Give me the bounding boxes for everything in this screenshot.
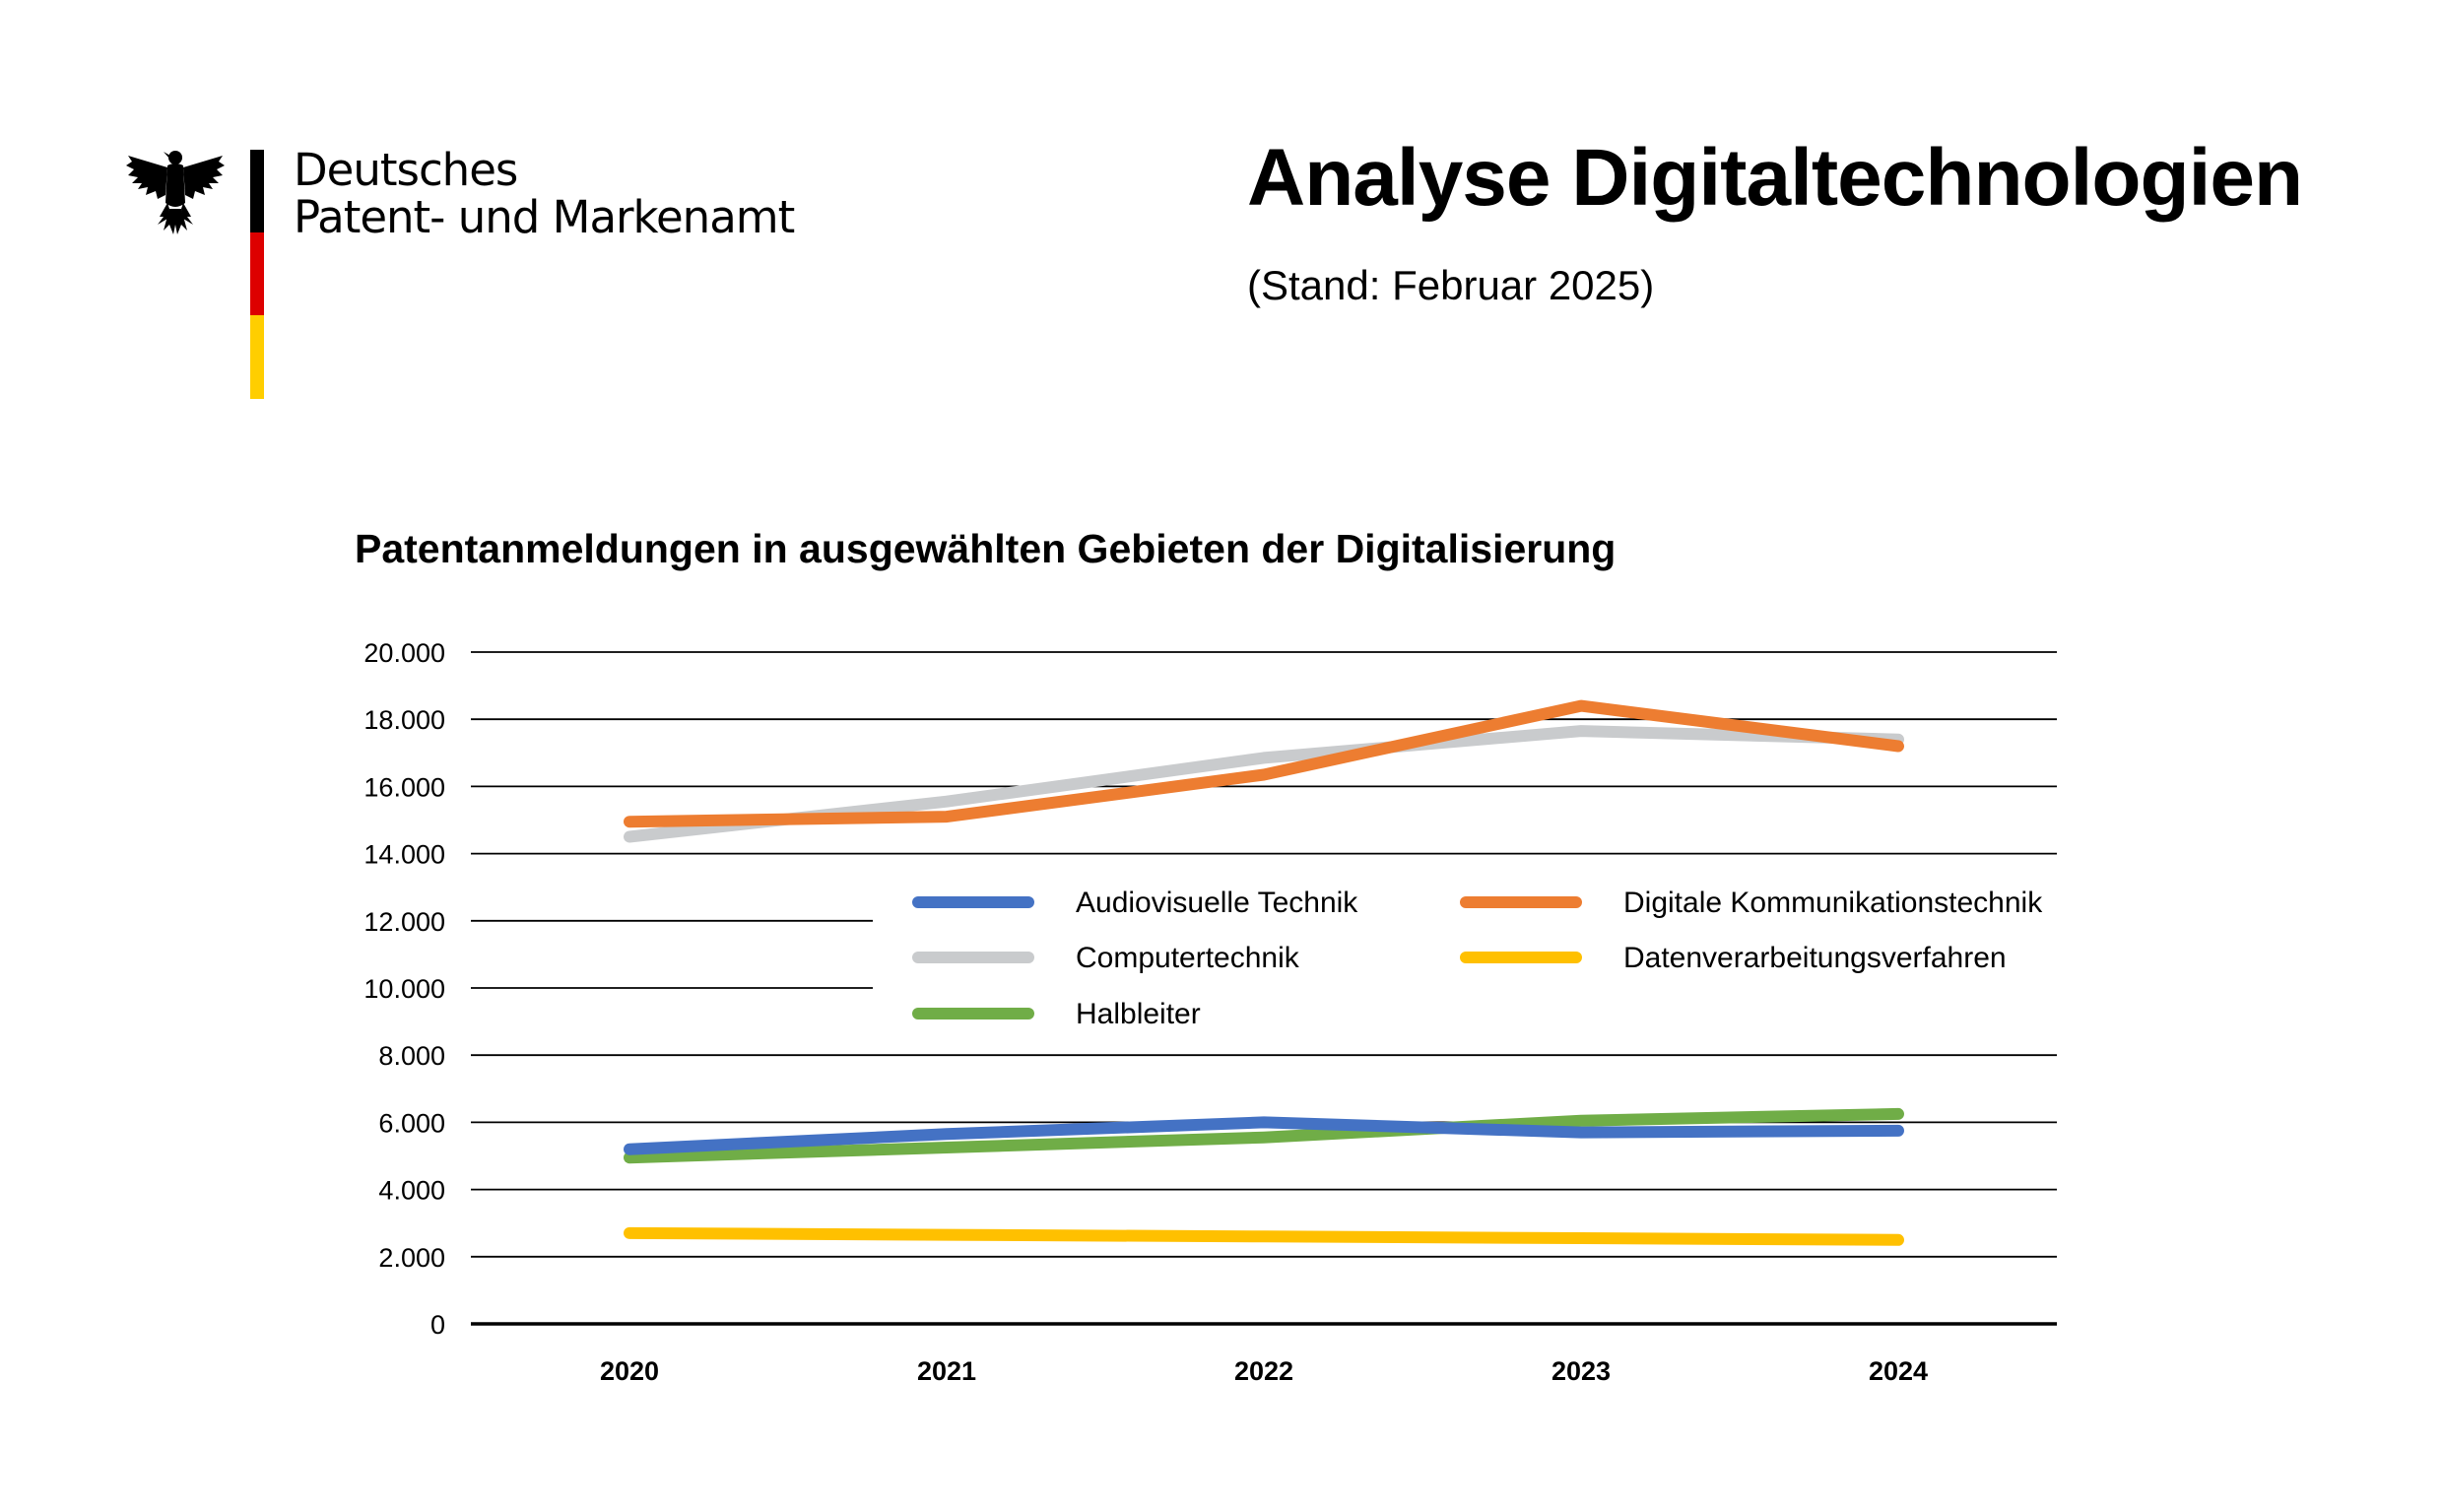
line-chart: 0 2.000 4.000 6.000 8.000 10.000 12.000 14.000 1…: [0, 0, 2443, 1512]
x-tick-label: 2022: [1234, 1356, 1293, 1386]
legend-label: Computertechnik: [1076, 942, 1300, 974]
y-tick-label: 14.000: [363, 840, 445, 870]
x-tick-label: 2024: [1869, 1356, 1928, 1386]
y-tick-label: 12.000: [363, 907, 445, 937]
legend-label: Digitale Kommunikationstechnik: [1623, 887, 2043, 919]
x-tick-label: 2021: [917, 1356, 976, 1386]
x-tick-label: 2023: [1552, 1356, 1611, 1386]
legend-label: Halbleiter: [1076, 998, 1201, 1030]
y-tick-label: 8.000: [378, 1041, 445, 1071]
y-tick-label: 10.000: [363, 974, 445, 1004]
series-line-datenverarbeitungsverfahren: [629, 1233, 1898, 1240]
x-tick-label: 2020: [600, 1356, 659, 1386]
y-tick-label: 18.000: [363, 705, 445, 735]
legend-label: Datenverarbeitungsverfahren: [1623, 942, 2007, 974]
y-tick-label: 2.000: [378, 1243, 445, 1273]
y-tick-label: 20.000: [363, 638, 445, 668]
y-tick-label: 16.000: [363, 772, 445, 802]
y-tick-label: 0: [430, 1310, 445, 1340]
y-tick-label: 4.000: [378, 1176, 445, 1206]
y-tick-label: 6.000: [378, 1108, 445, 1138]
legend-label: Audiovisuelle Technik: [1076, 887, 1358, 919]
